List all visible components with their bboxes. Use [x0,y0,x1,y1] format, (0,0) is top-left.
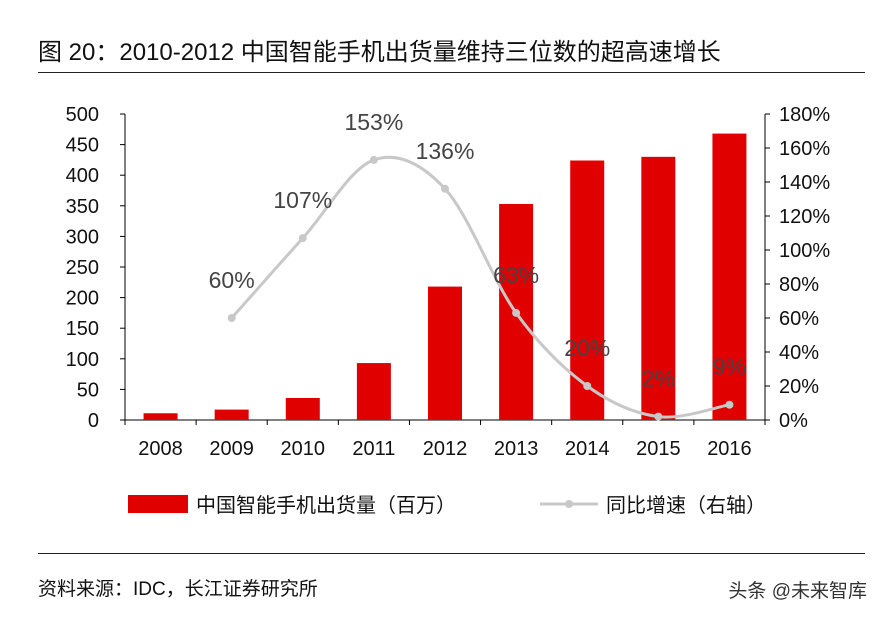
bar [143,413,178,420]
left-tick-label: 0 [88,410,99,432]
right-tick-label: 160% [779,138,830,160]
growth-label: 107% [273,187,332,213]
x-tick-label: 2011 [352,438,395,460]
growth-label: 20% [564,335,610,361]
right-tick-label: 140% [779,172,830,194]
legend-line-marker [565,500,573,508]
bar [570,160,605,420]
source-note: 资料来源：IDC，长江证券研究所 [38,579,318,600]
left-tick-label: 450 [66,135,99,157]
growth-point [369,155,378,164]
right-tick-label: 40% [779,342,819,364]
growth-label: 153% [344,109,403,135]
x-tick-label: 2014 [565,438,610,460]
bar [356,363,391,420]
left-tick-label: 250 [66,257,99,279]
right-tick-label: 100% [779,240,830,262]
right-tick-label: 180% [779,104,830,126]
x-tick-label: 2015 [636,438,681,460]
legend-bar-swatch [128,495,188,513]
bar [641,156,676,420]
left-tick-label: 150 [66,318,99,340]
growth-label: 60% [209,267,255,293]
bar [214,409,249,420]
growth-label: 9% [713,354,746,380]
growth-point [298,234,307,243]
right-tick-label: 120% [779,206,830,228]
footer-divider [38,553,865,554]
x-tick-label: 2008 [138,438,183,460]
x-tick-label: 2010 [281,438,326,460]
growth-point [441,184,449,193]
growth-point [227,314,236,322]
legend-line-label: 同比增速（右轴） [606,494,766,517]
left-tick-label: 300 [66,226,99,248]
growth-label: 136% [416,138,475,164]
x-tick-label: 2013 [494,438,539,460]
left-tick-label: 50 [77,379,99,401]
right-tick-label: 20% [779,376,819,398]
growth-line [230,155,730,419]
right-tick-label: 0% [779,410,808,432]
right-tick-label: 80% [779,274,819,296]
growth-point [583,382,592,390]
growth-point [725,400,734,409]
title-divider [38,72,865,73]
legend-bar-label: 中国智能手机出货量（百万） [196,494,456,517]
x-tick-label: 2016 [707,438,752,460]
page-title: 图 20：2010-2012 中国智能手机出货量维持三位数的超高速增长 [38,39,721,66]
bar [712,133,747,421]
left-tick-label: 500 [66,104,99,126]
left-tick-label: 350 [66,196,99,218]
growth-label: 63% [493,262,539,288]
left-tick-label: 400 [66,165,99,187]
left-tick-label: 200 [66,288,99,310]
left-tick-label: 100 [66,349,99,371]
chart: 0 50 100 150 200 250 300 350 400 450 500 0% 20% 40% 60… [66,104,831,517]
bar [285,397,320,420]
growth-label: 2% [642,366,675,392]
x-tick-label: 2012 [423,438,468,460]
growth-point [512,308,521,317]
growth-point [654,412,663,421]
x-tick-label: 2009 [209,438,254,460]
watermark: 头条 @未来智库 [728,581,867,602]
bar [428,286,462,420]
right-tick-label: 60% [779,308,819,330]
